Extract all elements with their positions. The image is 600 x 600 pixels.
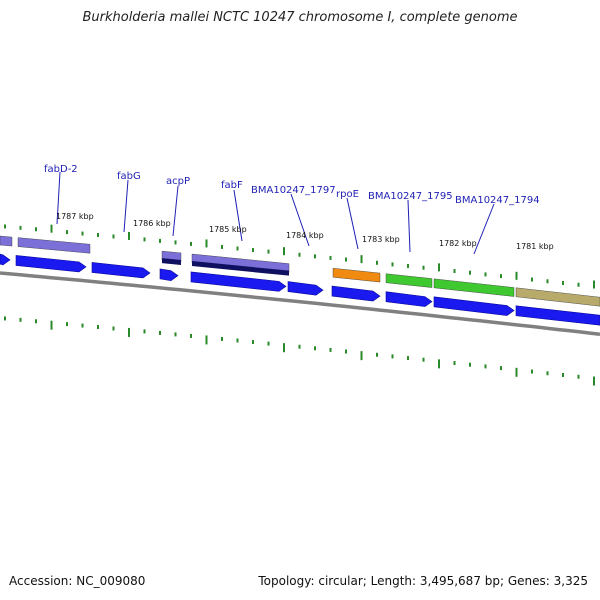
gene-label: BMA10247_1795 — [368, 191, 453, 202]
label-leaders — [56, 171, 495, 255]
label-leader — [233, 189, 243, 242]
backbone-group — [0, 271, 600, 336]
forward-gene — [190, 271, 287, 292]
forward-gene — [0, 253, 11, 266]
label-leader — [290, 193, 310, 247]
tick-marks-top — [4, 224, 595, 289]
label-leader — [56, 171, 61, 225]
label-leader — [473, 203, 495, 255]
accession-text: Accession: NC_009080 — [9, 574, 146, 588]
forward-gene — [91, 262, 151, 279]
label-leader — [172, 185, 179, 237]
gene-labels: fabD-2 fabG acpP fabF BMA10247_1797 rpoE BMA10… — [44, 164, 540, 206]
forward-gene — [159, 268, 179, 281]
map-title: Burkholderia mallei NCTC 10247 chromosom… — [82, 10, 518, 25]
gene-label: BMA10247_1797 — [251, 185, 336, 196]
tick-label: 1781 kbp — [516, 242, 554, 251]
tick-labels: 1787 kbp 1786 kbp 1785 kbp 1784 kbp 1783 kbp… — [56, 212, 554, 251]
tick-label: 1782 kbp — [439, 239, 477, 248]
backbone-line — [0, 271, 600, 336]
gene-features — [0, 235, 600, 326]
gene-block — [433, 278, 515, 297]
label-leader — [407, 199, 411, 253]
tick-label: 1783 kbp — [362, 235, 400, 244]
forward-gene — [287, 281, 324, 296]
gene-block-navy — [162, 258, 181, 265]
tick-marks-bottom — [4, 316, 595, 386]
gene-label: fabD-2 — [44, 164, 78, 175]
gene-label: BMA10247_1794 — [455, 195, 540, 206]
forward-gene — [515, 305, 600, 326]
tick-label: 1785 kbp — [209, 225, 247, 234]
forward-gene — [15, 255, 87, 273]
tick-label: 1786 kbp — [133, 219, 171, 228]
forward-gene — [385, 291, 433, 307]
gene-label: rpoE — [336, 189, 359, 200]
gene-block-navy — [192, 261, 289, 276]
gene-block — [385, 273, 433, 288]
forward-gene — [331, 285, 381, 302]
tick-label: 1787 kbp — [56, 212, 94, 221]
gene-block — [0, 235, 13, 247]
gene-block — [332, 267, 381, 283]
label-leader — [346, 197, 359, 250]
topology-text: Topology: circular; Length: 3,495,687 bp… — [258, 574, 588, 588]
gene-label: acpP — [166, 176, 190, 187]
label-leader — [123, 179, 129, 233]
forward-gene — [433, 296, 515, 316]
gene-block — [515, 287, 600, 307]
gene-block — [17, 237, 91, 254]
gene-label: fabF — [221, 180, 243, 191]
tick-label: 1784 kbp — [286, 231, 324, 240]
gene-label: fabG — [117, 171, 141, 182]
